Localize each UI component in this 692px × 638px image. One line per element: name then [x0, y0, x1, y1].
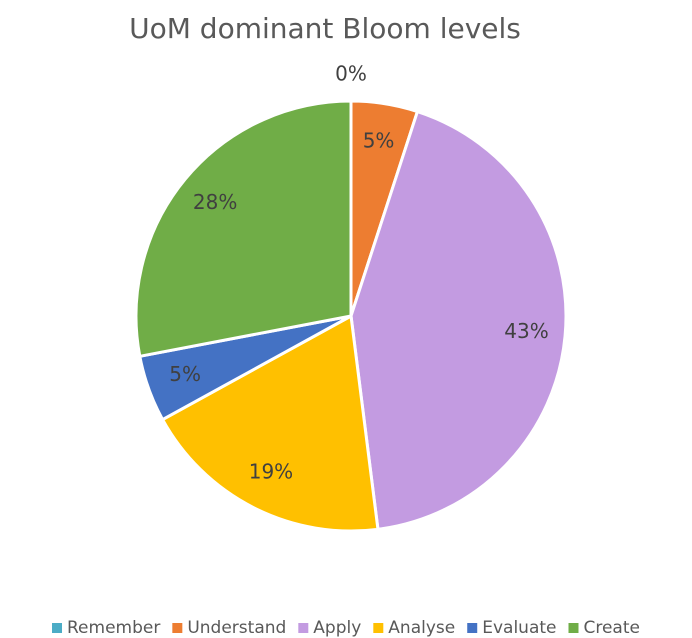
data-label: 43%	[504, 319, 548, 343]
legend-swatch	[52, 623, 63, 633]
pie-slice	[134, 99, 353, 359]
legend-swatch	[298, 623, 309, 633]
legend-swatch	[467, 623, 478, 633]
data-label: 5%	[363, 128, 395, 152]
data-label: 5%	[169, 362, 201, 386]
data-label: 28%	[193, 190, 237, 214]
legend-swatch	[373, 623, 384, 633]
legend-label: Analyse	[388, 618, 455, 638]
legend-label: Evaluate	[482, 618, 556, 638]
legend-label: Apply	[313, 618, 361, 638]
legend-label: Create	[583, 618, 640, 638]
legend-swatch	[568, 623, 579, 633]
data-label: 19%	[249, 460, 293, 484]
pie-slice	[349, 109, 568, 531]
chart-title: UoM dominant Bloom levels	[129, 12, 521, 45]
legend-swatch	[172, 623, 183, 633]
legend-label: Remember	[67, 618, 160, 638]
legend-label: Understand	[187, 618, 286, 638]
data-label: 0%	[335, 62, 367, 86]
pie-slice	[160, 313, 380, 533]
legend: Remember Understand Apply Analyse Evaluate Cr…	[52, 618, 640, 638]
